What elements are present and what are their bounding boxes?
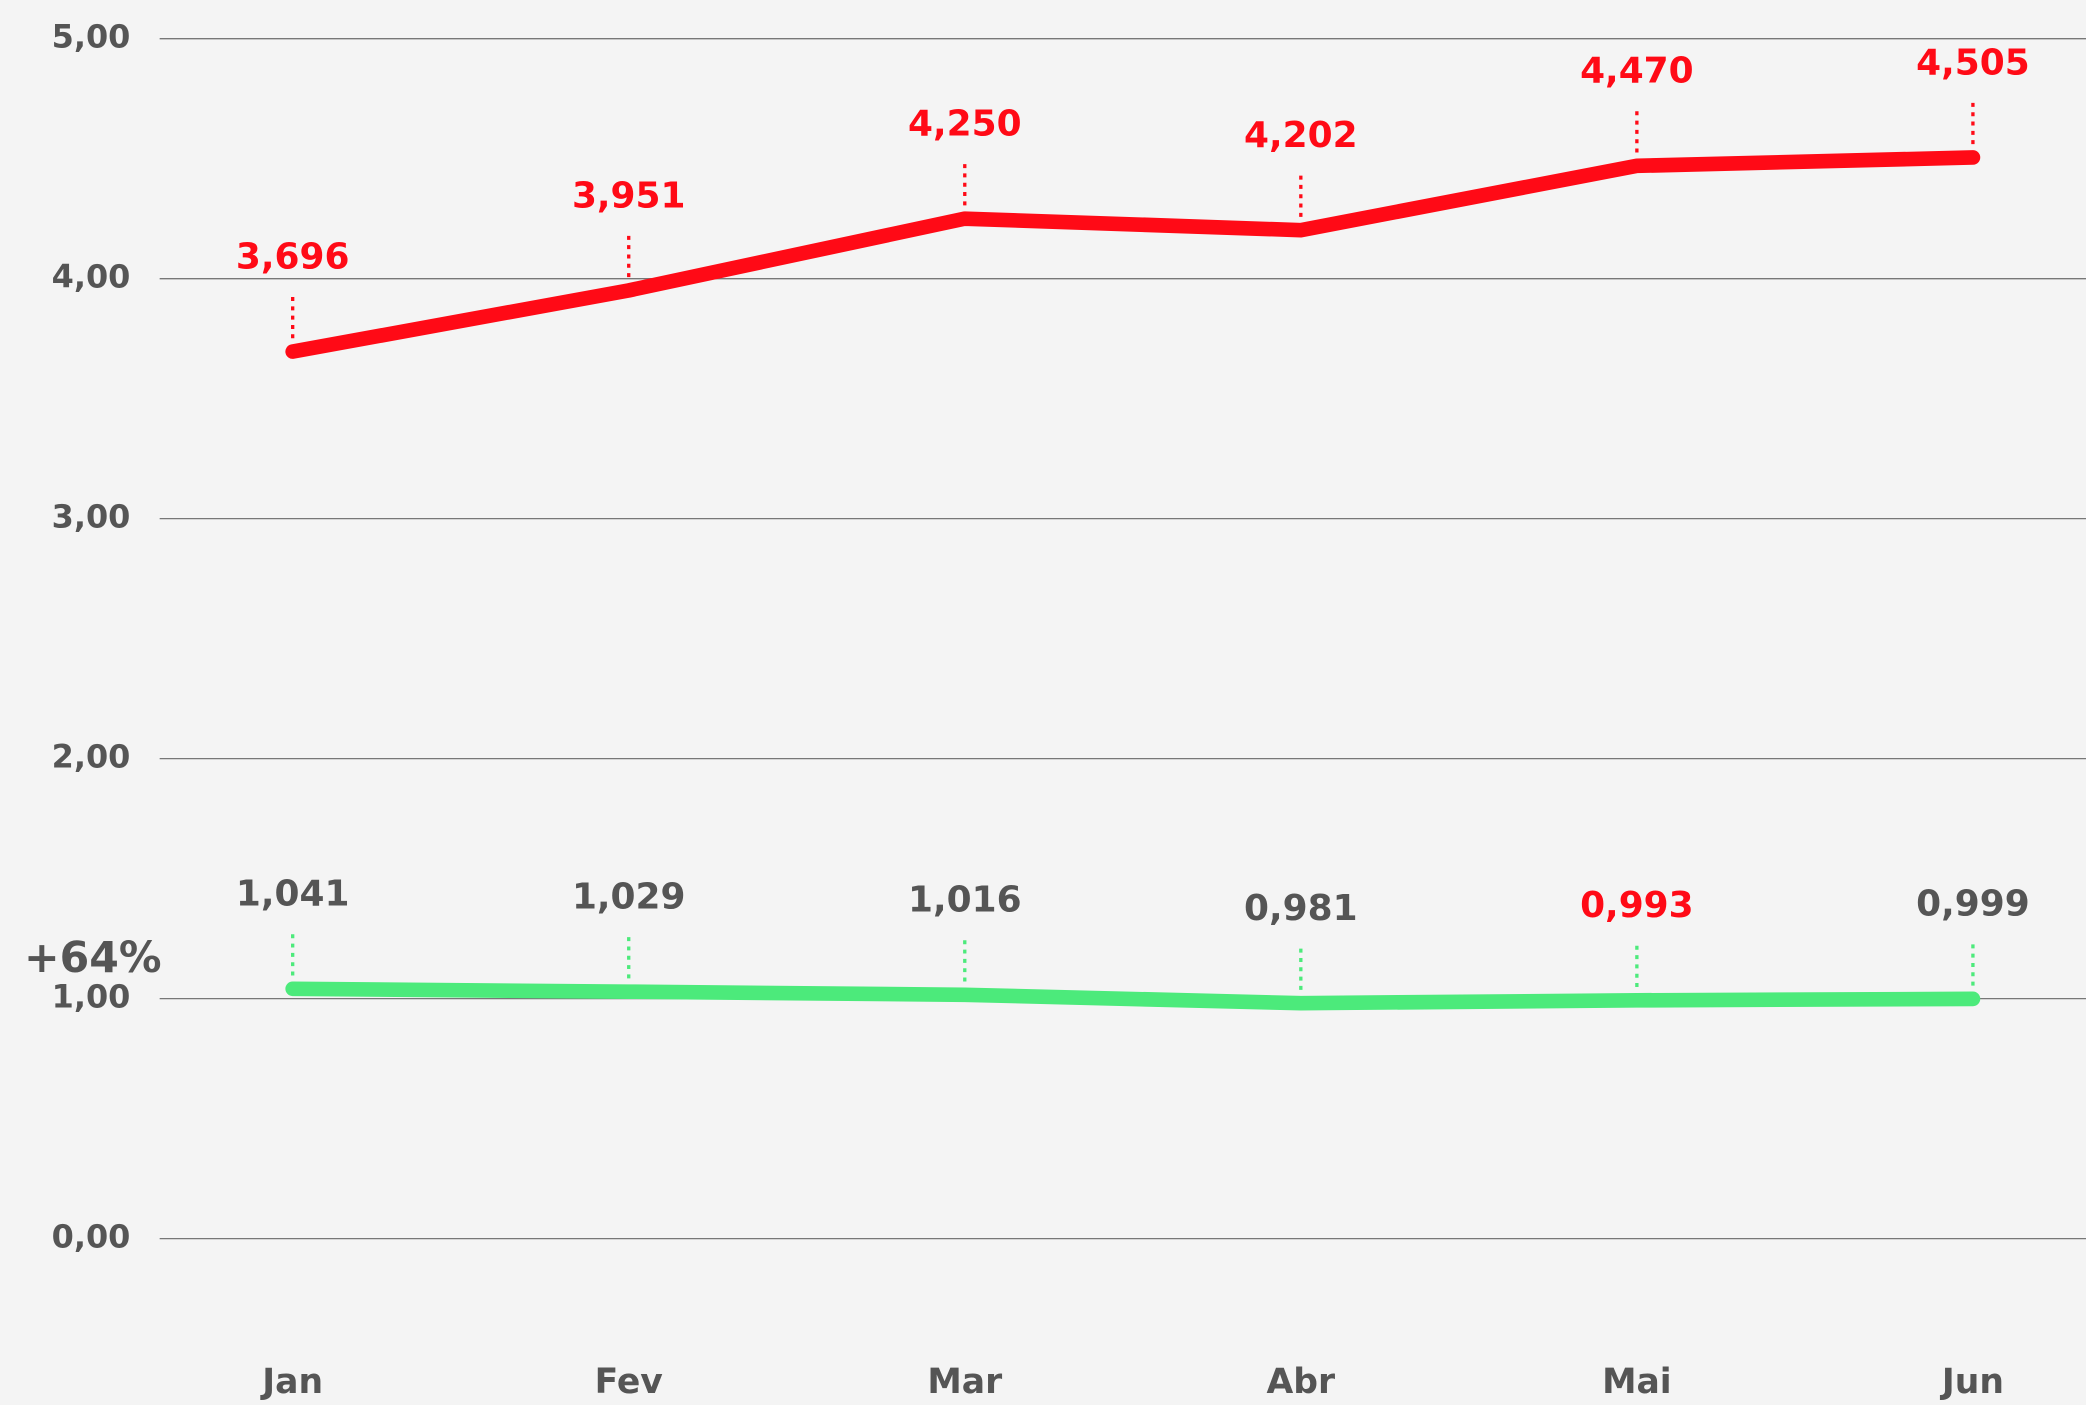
data-label: 0,999 [1916, 884, 2030, 925]
data-label: 1,016 [908, 880, 1022, 921]
data-label: 4,202 [1244, 115, 1358, 156]
data-label: 1,029 [572, 877, 686, 918]
data-label: 4,470 [1580, 51, 1694, 92]
y-tick-label: 4,00 [52, 258, 131, 296]
series-line [285, 150, 1981, 359]
data-label: 4,250 [908, 104, 1022, 145]
x-tick-label: Mar [927, 1362, 1002, 1402]
data-label: 3,696 [236, 236, 350, 277]
x-tick-label: Jun [1940, 1362, 2004, 1402]
data-label: 0,993 [1580, 885, 1694, 926]
x-tick-label: Abr [1267, 1362, 1336, 1402]
annotation: +64% [24, 933, 162, 983]
x-tick-label: Jan [260, 1362, 323, 1402]
data-label: 4,505 [1916, 42, 2030, 83]
y-tick-label: 3,00 [52, 498, 131, 536]
x-tick-label: Mai [1602, 1362, 1672, 1402]
series-line [285, 981, 1981, 1011]
y-tick-label: 1,00 [52, 978, 131, 1016]
y-tick-label: 0,00 [52, 1218, 131, 1256]
x-tick-label: Fev [595, 1362, 664, 1402]
data-label: 3,951 [572, 175, 686, 216]
y-tick-label: 5,00 [52, 18, 131, 56]
y-tick-label: 2,00 [52, 738, 131, 776]
data-label: 1,041 [236, 874, 350, 915]
data-label: 0,981 [1244, 888, 1358, 929]
